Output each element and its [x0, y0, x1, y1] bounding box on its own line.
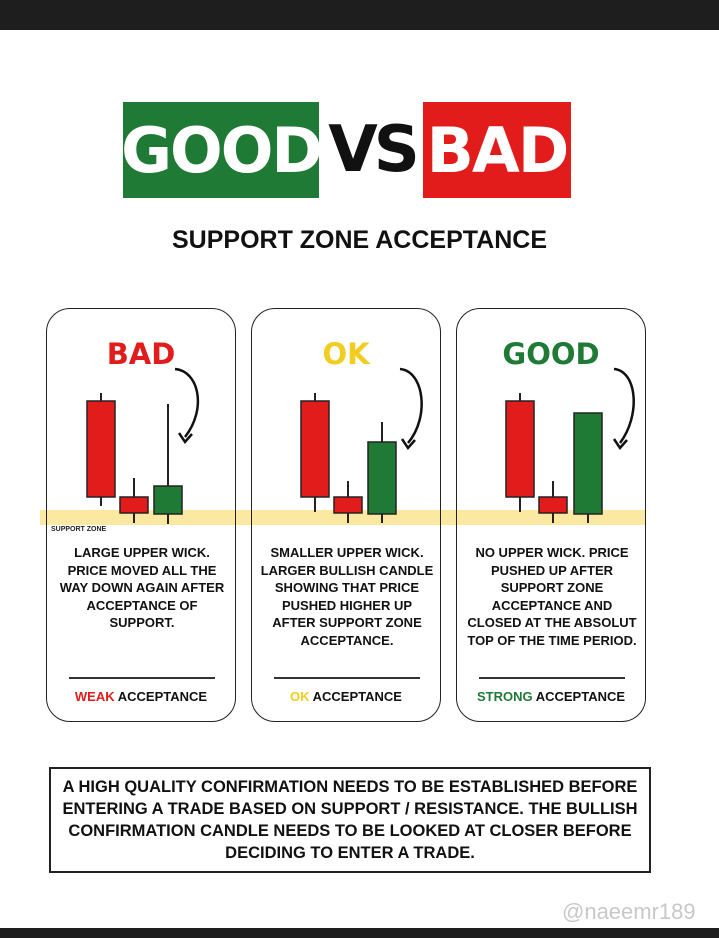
- footer-text: ACCEPTANCE: [532, 689, 626, 704]
- card-footer: STRONG ACCEPTANCE: [457, 689, 645, 704]
- card-ok: OK SMALLER UPPER WICK. LARGER BULLISH CA…: [251, 308, 441, 722]
- card-description: NO UPPER WICK. PRICE PUSHED UP AFTER SUP…: [467, 545, 637, 648]
- card-bad: BAD SUPPORT ZONE LARGE UPPER WICK. PRICE…: [46, 308, 236, 722]
- footer-text: ACCEPTANCE: [114, 689, 208, 704]
- card-description: SMALLER UPPER WICK. LARGER BULLISH CANDL…: [260, 545, 434, 648]
- divider: [274, 677, 420, 679]
- arrow-head-icon: [400, 438, 416, 451]
- curved-arrow-icon: [399, 367, 423, 444]
- divider: [69, 677, 215, 679]
- card-title: OK: [322, 337, 370, 371]
- curved-arrow-icon: [174, 367, 200, 438]
- bullish-candle: [367, 441, 397, 515]
- bearish-candle: [300, 400, 330, 498]
- card-footer: WEAK ACCEPTANCE: [47, 689, 235, 704]
- watermark: @naeemr189: [562, 899, 696, 924]
- arrow-head-icon: [612, 438, 628, 451]
- candle-chart-ok: [300, 367, 423, 523]
- bearish-candle: [538, 496, 568, 514]
- hero-good-label: GOOD: [121, 102, 323, 198]
- footer-highlight: WEAK: [74, 689, 115, 704]
- bearish-candle: [333, 496, 363, 514]
- top-bar: [0, 0, 719, 30]
- hero-vs-label: VS: [328, 113, 420, 187]
- candle-chart-bad: [86, 367, 200, 524]
- bearish-candle: [86, 400, 116, 498]
- card-title: BAD: [106, 337, 176, 371]
- bearish-candle: [505, 400, 535, 498]
- bullish-candle: [573, 412, 603, 515]
- support-zone-label: SUPPORT ZONE: [51, 526, 107, 533]
- card-footer: OK ACCEPTANCE: [252, 689, 440, 704]
- curved-arrow-icon: [613, 367, 635, 444]
- page-subtitle: SUPPORT ZONE ACCEPTANCE: [171, 226, 548, 254]
- bearish-candle: [119, 496, 149, 514]
- candle-chart-good: [505, 367, 635, 523]
- footer-highlight: OK: [290, 689, 310, 704]
- arrow-head-icon: [177, 432, 193, 445]
- card-title: GOOD: [502, 337, 600, 371]
- card-description: LARGE UPPER WICK. PRICE MOVED ALL THE WA…: [59, 545, 225, 630]
- hero-bad-label: BAD: [423, 102, 571, 198]
- bottom-bar: [0, 928, 719, 938]
- bullish-candle: [153, 485, 183, 515]
- card-good: GOOD NO UPPER WICK. PRICE PUSHED UP AFTE…: [456, 308, 646, 722]
- support-zone-band: [40, 510, 646, 525]
- footer-highlight: STRONG: [476, 689, 533, 704]
- confirmation-note: A HIGH QUALITY CONFIRMATION NEEDS TO BE …: [49, 767, 651, 873]
- footer-text: ACCEPTANCE: [309, 689, 402, 704]
- hero-banner: GOOD VS BAD: [0, 102, 719, 198]
- divider: [479, 677, 625, 679]
